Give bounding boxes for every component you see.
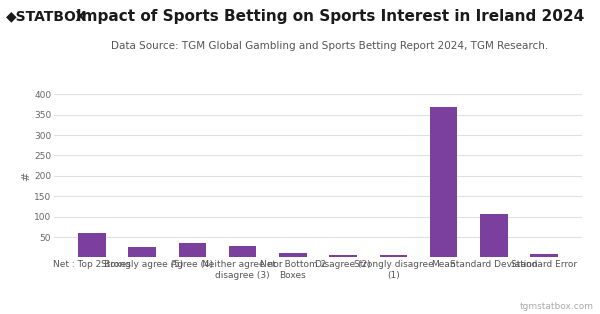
Bar [128, 247, 156, 257]
Bar [78, 233, 106, 257]
Bar [179, 243, 206, 257]
Text: ◆STATBOX: ◆STATBOX [6, 9, 87, 24]
Y-axis label: #: # [21, 171, 31, 181]
Bar [279, 252, 307, 257]
Bar [430, 107, 457, 257]
Bar [530, 254, 558, 257]
Bar [329, 255, 357, 257]
Text: Data Source: TGM Global Gambling and Sports Betting Report 2024, TGM Research.: Data Source: TGM Global Gambling and Spo… [112, 41, 548, 51]
Bar [380, 256, 407, 257]
Text: tgmstatbox.com: tgmstatbox.com [520, 302, 594, 311]
Text: Impact of Sports Betting on Sports Interest in Ireland 2024: Impact of Sports Betting on Sports Inter… [76, 9, 584, 24]
Bar [229, 246, 256, 257]
Bar [480, 214, 508, 257]
